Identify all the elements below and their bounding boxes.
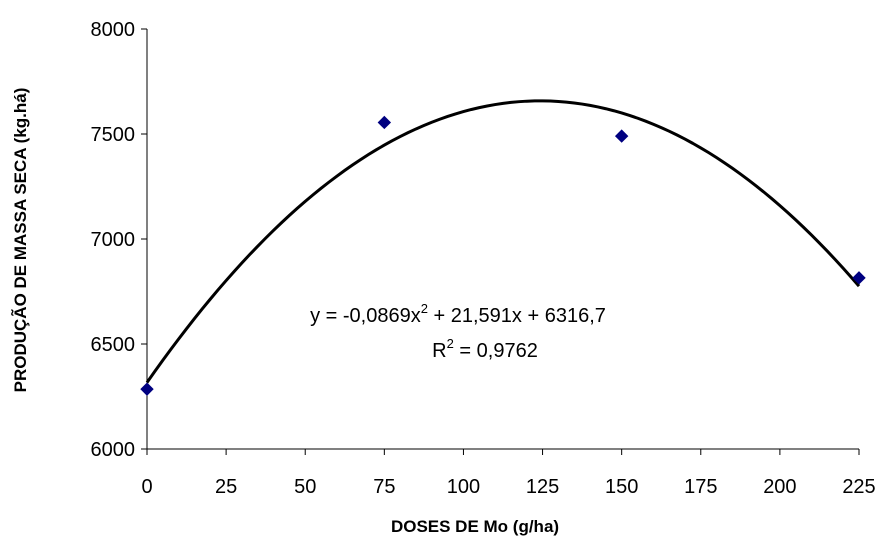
data-point [377, 115, 392, 130]
y-tick-label: 6500 [91, 334, 136, 356]
x-tick-label: 200 [763, 476, 796, 498]
x-tick-label: 75 [373, 476, 395, 498]
y-axis-title: PRODUÇÃO DE MASSA SECA (kg.há) [10, 88, 30, 393]
data-point [614, 129, 629, 143]
r-squared-label: R2 = 0,9762 [432, 336, 538, 362]
trendline-layer [145, 99, 861, 384]
x-tick-label: 25 [215, 476, 237, 498]
data-points [140, 115, 866, 396]
x-tick-label: 50 [294, 476, 316, 498]
data-point [852, 271, 866, 285]
x-tick-label: 125 [526, 476, 559, 498]
y-tick-label: 8000 [91, 19, 136, 41]
x-tick-label: 0 [141, 476, 152, 498]
y-tick-label: 7500 [91, 124, 136, 146]
x-tick-label: 150 [605, 476, 638, 498]
x-axis: 0 25 50 75 100 125 150 175 200 225 [141, 448, 876, 498]
y-axis: 6000 6500 7000 7500 8000 [91, 19, 148, 461]
x-tick-label: 100 [447, 476, 480, 498]
y-tick-label: 7000 [91, 229, 136, 251]
x-tick-label: 225 [842, 476, 875, 498]
trendline-equation: y = -0,0869x2 + 21,591x + 6316,7 [310, 301, 606, 327]
data-point [140, 382, 154, 396]
trendline [145, 99, 861, 384]
x-tick-label: 175 [684, 476, 717, 498]
y-tick-label: 6000 [91, 439, 136, 461]
x-axis-title: DOSES DE Mo (g/ha) [391, 517, 559, 536]
